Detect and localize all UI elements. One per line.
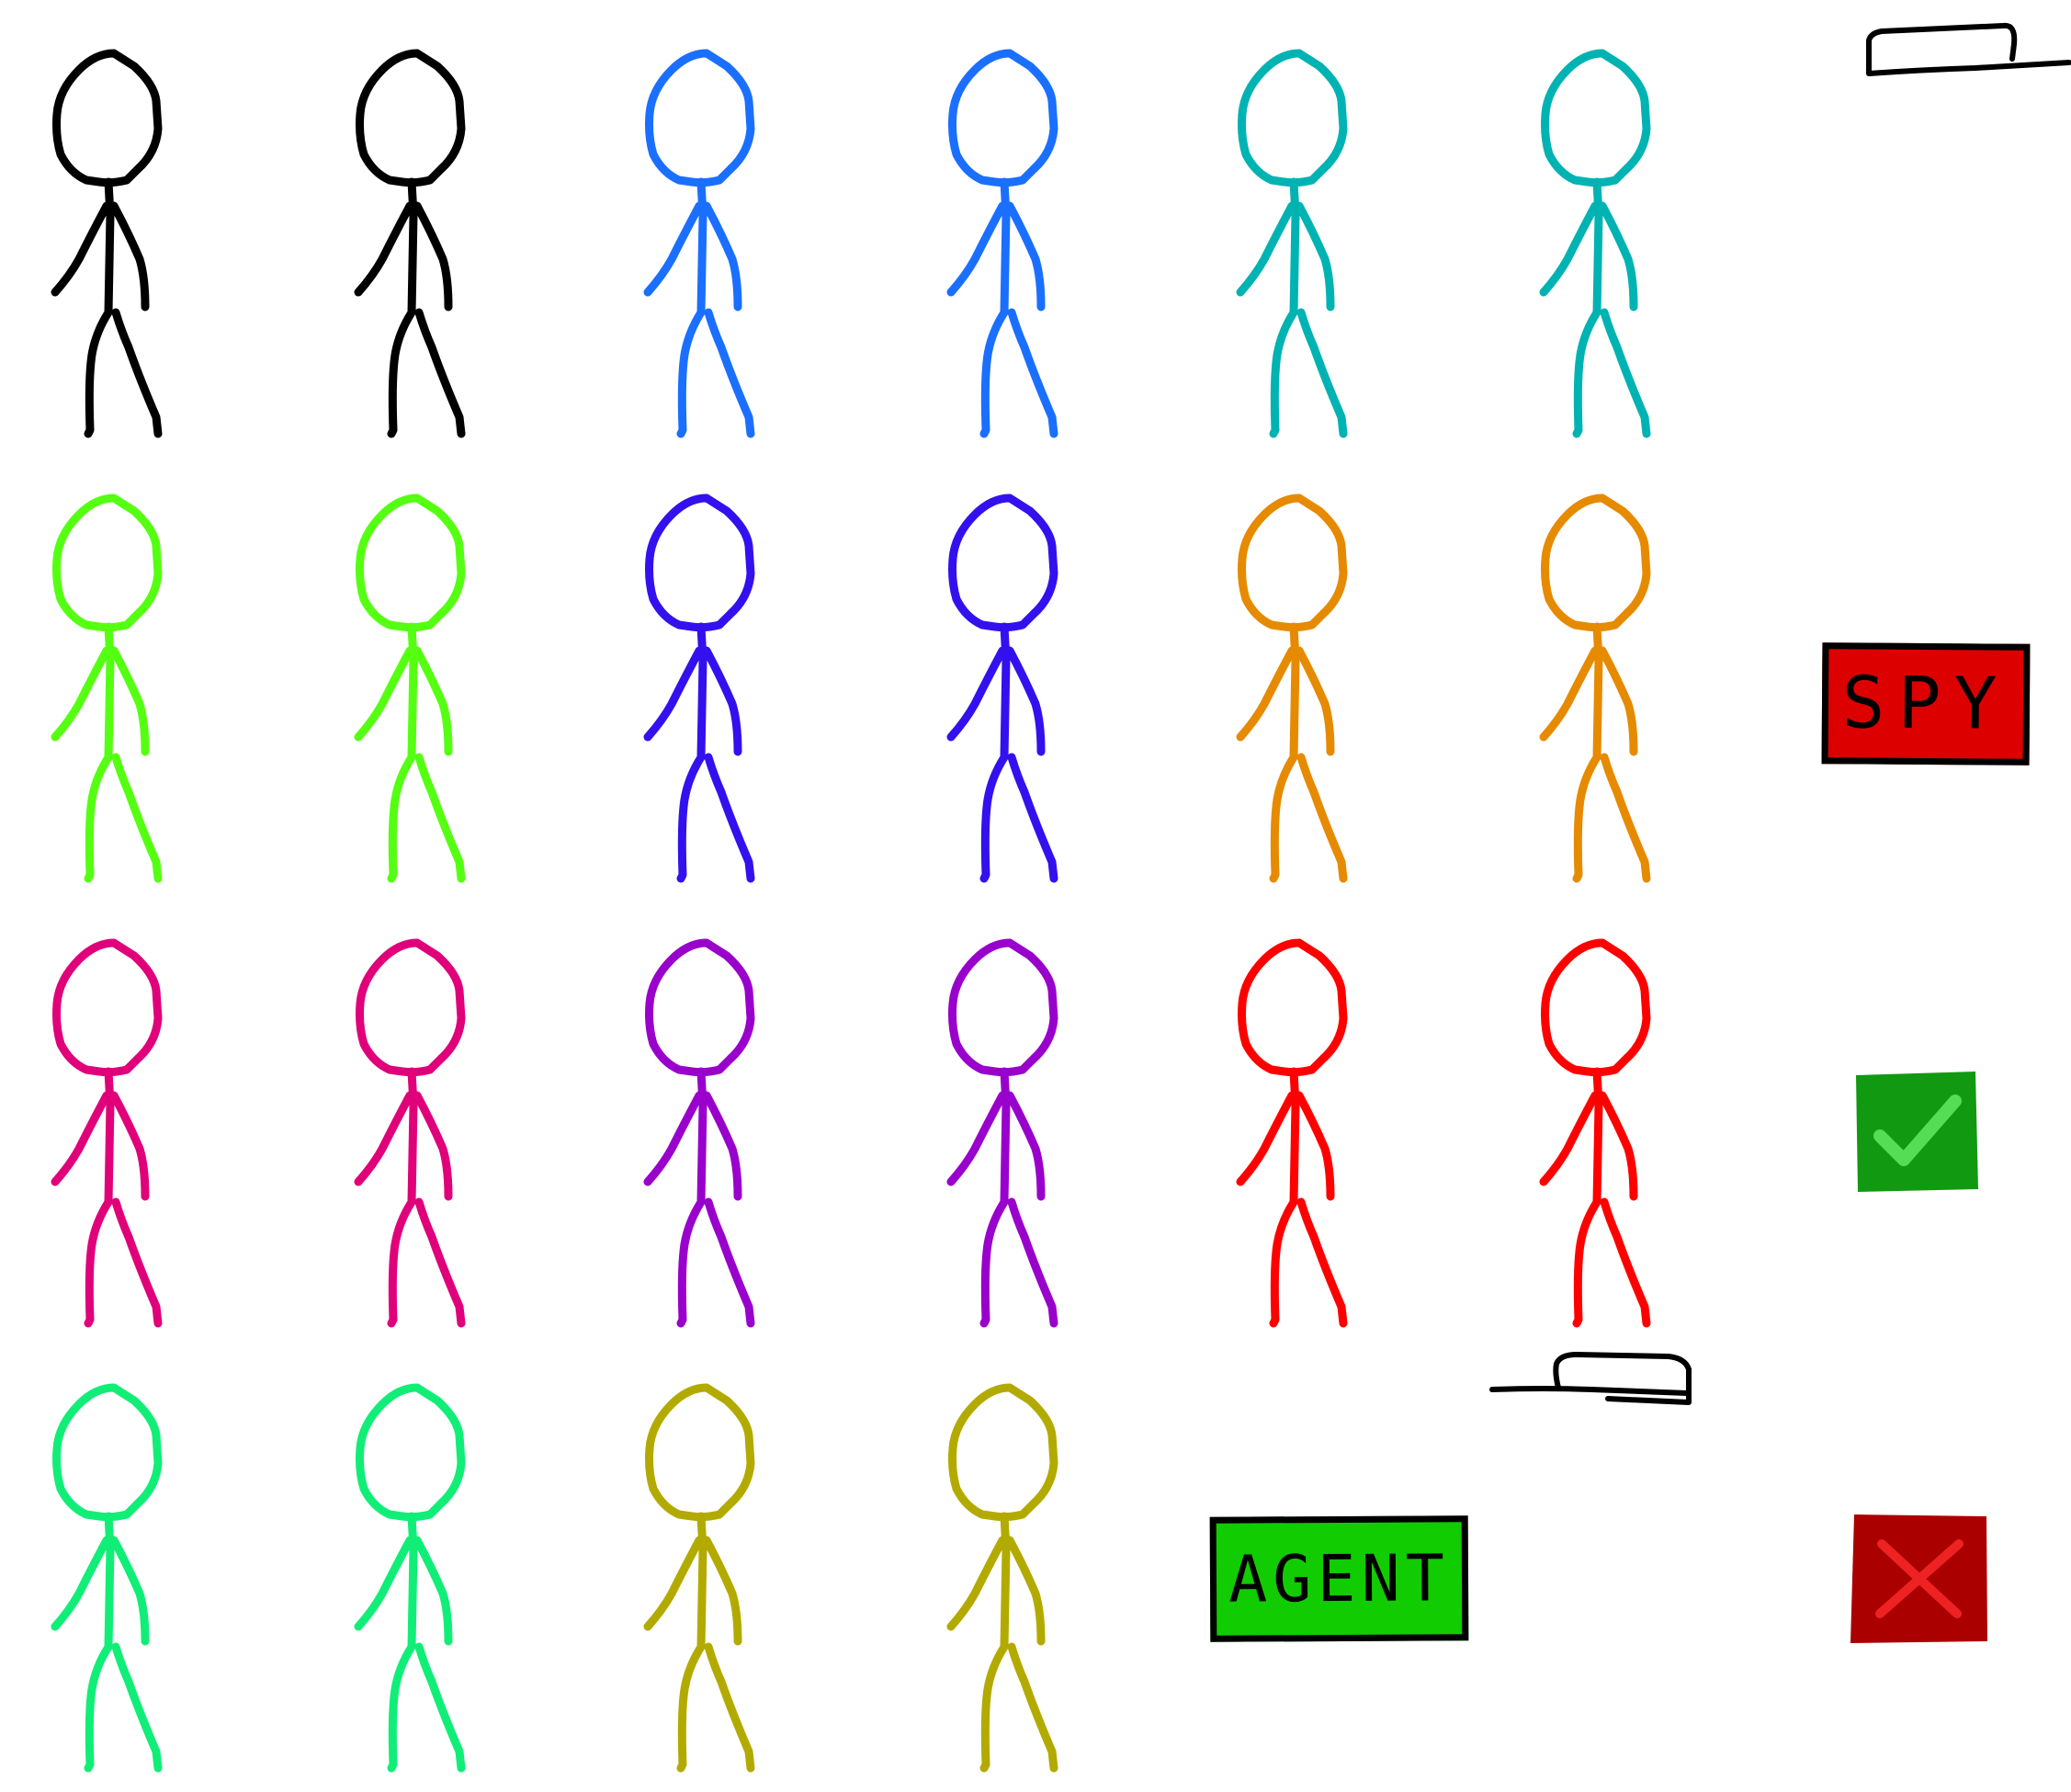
stick-figure-8[interactable] [303, 471, 524, 902]
stick-figure-icon [1539, 938, 1651, 1328]
stick-figure-21[interactable] [593, 1360, 813, 1792]
stick-figure-2[interactable] [303, 26, 524, 458]
stick-figure-icon [1539, 49, 1651, 438]
checkmark-icon [1856, 1072, 1978, 1192]
stick-figure-icon [354, 493, 466, 883]
stick-figure-6[interactable] [1488, 26, 1709, 458]
stick-figure-icon [51, 1383, 163, 1773]
confirm-button[interactable] [1852, 1070, 1981, 1195]
stick-figure-icon [1539, 493, 1651, 883]
stick-figure-icon [946, 938, 1058, 1328]
stick-figure-7[interactable] [0, 471, 221, 902]
stick-figure-icon [354, 49, 466, 438]
spy-button[interactable]: SPY [1821, 642, 2031, 766]
stick-figure-12[interactable] [1488, 471, 1709, 902]
stick-figure-19[interactable] [0, 1360, 221, 1792]
stick-figure-icon [1236, 493, 1348, 883]
agent-button-label: AGENT [1228, 1540, 1451, 1617]
stick-figure-icon [643, 493, 755, 883]
stick-figure-icon [51, 49, 163, 438]
stick-figure-icon [643, 938, 755, 1328]
stick-figure-icon [946, 1383, 1058, 1773]
x-mark-icon [1850, 1514, 1987, 1643]
stick-figure-17[interactable] [1185, 915, 1406, 1347]
stick-figure-13[interactable] [0, 915, 221, 1347]
stick-figure-10[interactable] [896, 471, 1116, 902]
stick-figure-icon [1236, 49, 1348, 438]
cancel-button[interactable] [1849, 1511, 1990, 1647]
stick-figure-18[interactable] [1488, 915, 1709, 1347]
stick-figure-icon [643, 1383, 755, 1773]
stick-figure-1[interactable] [0, 26, 221, 458]
desk-lamp-icon [1866, 22, 2071, 76]
stick-figure-15[interactable] [593, 915, 813, 1347]
stick-figure-icon [354, 938, 466, 1328]
stick-figure-4[interactable] [896, 26, 1116, 458]
stick-figure-5[interactable] [1185, 26, 1406, 458]
spy-button-label: SPY [1841, 662, 2010, 746]
stick-figure-icon [946, 493, 1058, 883]
stick-figure-icon [51, 493, 163, 883]
stick-figure-icon [1236, 938, 1348, 1328]
agent-button[interactable]: AGENT [1209, 1515, 1469, 1642]
stick-figure-14[interactable] [303, 915, 524, 1347]
stick-figure-11[interactable] [1185, 471, 1406, 902]
stick-figure-icon [643, 49, 755, 438]
top-lamp [1865, 13, 2071, 81]
stick-figure-icon [51, 938, 163, 1328]
stick-figure-3[interactable] [593, 26, 813, 458]
stick-figure-20[interactable] [303, 1360, 524, 1792]
stick-figure-9[interactable] [593, 471, 813, 902]
bottom-lamp [1488, 1347, 1692, 1410]
stick-figure-icon [946, 49, 1058, 438]
stick-figure-22[interactable] [896, 1360, 1116, 1792]
stick-figure-icon [354, 1383, 466, 1773]
stick-figure-16[interactable] [896, 915, 1116, 1347]
desk-lamp-icon [1489, 1352, 1692, 1405]
